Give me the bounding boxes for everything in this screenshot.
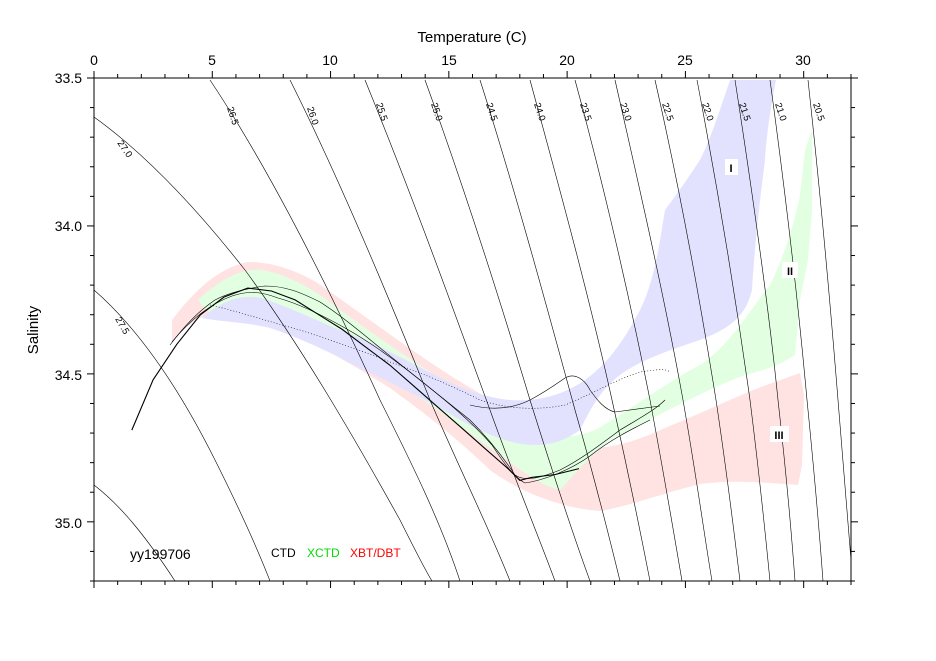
contour-label: 27.5 [112,315,131,337]
sigma-contour-22-5 [654,79,741,581]
sigma-contour-25-5 [364,79,556,581]
legend-ctd: CTD [271,546,296,560]
x-tick-label: 30 [795,52,811,68]
sigma-contour-26-5 [209,79,461,581]
ctd-profile-variant-3 [209,304,671,409]
contour-label: 23.0 [617,102,633,123]
y-tick-label: 34.0 [55,218,82,234]
plot-area [94,79,851,581]
region-i-envelope [202,80,776,446]
ctd-profile-main [131,287,580,482]
ctd-profile-variant-2 [171,292,651,484]
region-label-i: I [729,163,732,175]
y-tick-label: 34.5 [55,367,82,383]
legend-xbt-dbt: XBT/DBT [350,546,401,560]
contour-label: 26.5 [224,106,240,127]
sigma-contour-22-0 [696,79,771,581]
contour-label: 24.5 [483,102,499,123]
region-ii-envelope [198,130,812,490]
contour-label: 21.5 [736,102,752,123]
sigma-contour-24-5 [479,79,621,581]
sigma-contour-25-0 [424,79,591,581]
legend-xctd: XCTD [307,546,340,560]
sigma-contour-27-0 [94,116,433,581]
contour-label: 25.0 [428,102,444,123]
region-label-ii: II [787,266,793,278]
x-tick-labels: 0 5 10 15 20 25 30 [90,52,811,68]
sigma-contour-27-5 [94,289,271,581]
region-label-bg [770,426,789,442]
y-tick-label: 33.5 [55,70,82,86]
sigma-contour-23-5 [574,79,683,581]
contour-label: 23.5 [577,102,593,123]
density-contours [94,79,851,581]
contour-label: 21.0 [772,102,788,123]
region-label-bg [725,159,738,175]
contour-label: 22.5 [659,102,675,123]
x-tick-label: 15 [441,52,457,68]
contour-label: 22.0 [699,102,715,123]
x-tick-label: 10 [322,52,338,68]
axis-ticks [87,71,858,588]
ctd-profile-variant-4 [469,375,661,413]
y-axis-title: Salinity [25,305,42,354]
sigma-contour-20-5 [807,79,851,561]
contour-label: 27.0 [115,138,135,159]
ctd-profiles [131,285,671,484]
contour-label: 20.5 [810,102,826,123]
sigma-contour-23-0 [614,79,713,581]
sigma-contour-26-0 [289,79,511,581]
contour-label: 26.0 [304,106,320,127]
density-contour-labels: 27.0 27.5 26.5 26.0 25.5 25.0 24.5 24.0 … [112,102,826,337]
region-label-bg [782,262,798,278]
x-axis-title: Temperature (C) [417,29,526,46]
x-tick-label: 0 [90,52,98,68]
x-tick-label: 20 [559,52,575,68]
x-tick-label: 25 [677,52,693,68]
x-tick-label: 5 [208,52,216,68]
sigma-contour-24-0 [529,79,651,581]
contour-label: 25.5 [373,102,389,123]
sigma-contour-21-0 [769,79,824,581]
region-label-iii: III [774,430,783,442]
y-tick-labels: 33.5 34.0 34.5 35.0 [55,70,82,531]
sigma-contour-21-5 [734,79,796,581]
cruise-label: yy199706 [130,546,191,562]
contour-label: 24.0 [531,102,547,123]
y-tick-label: 35.0 [55,515,82,531]
sigma-contour-27-5-inner [94,484,176,581]
